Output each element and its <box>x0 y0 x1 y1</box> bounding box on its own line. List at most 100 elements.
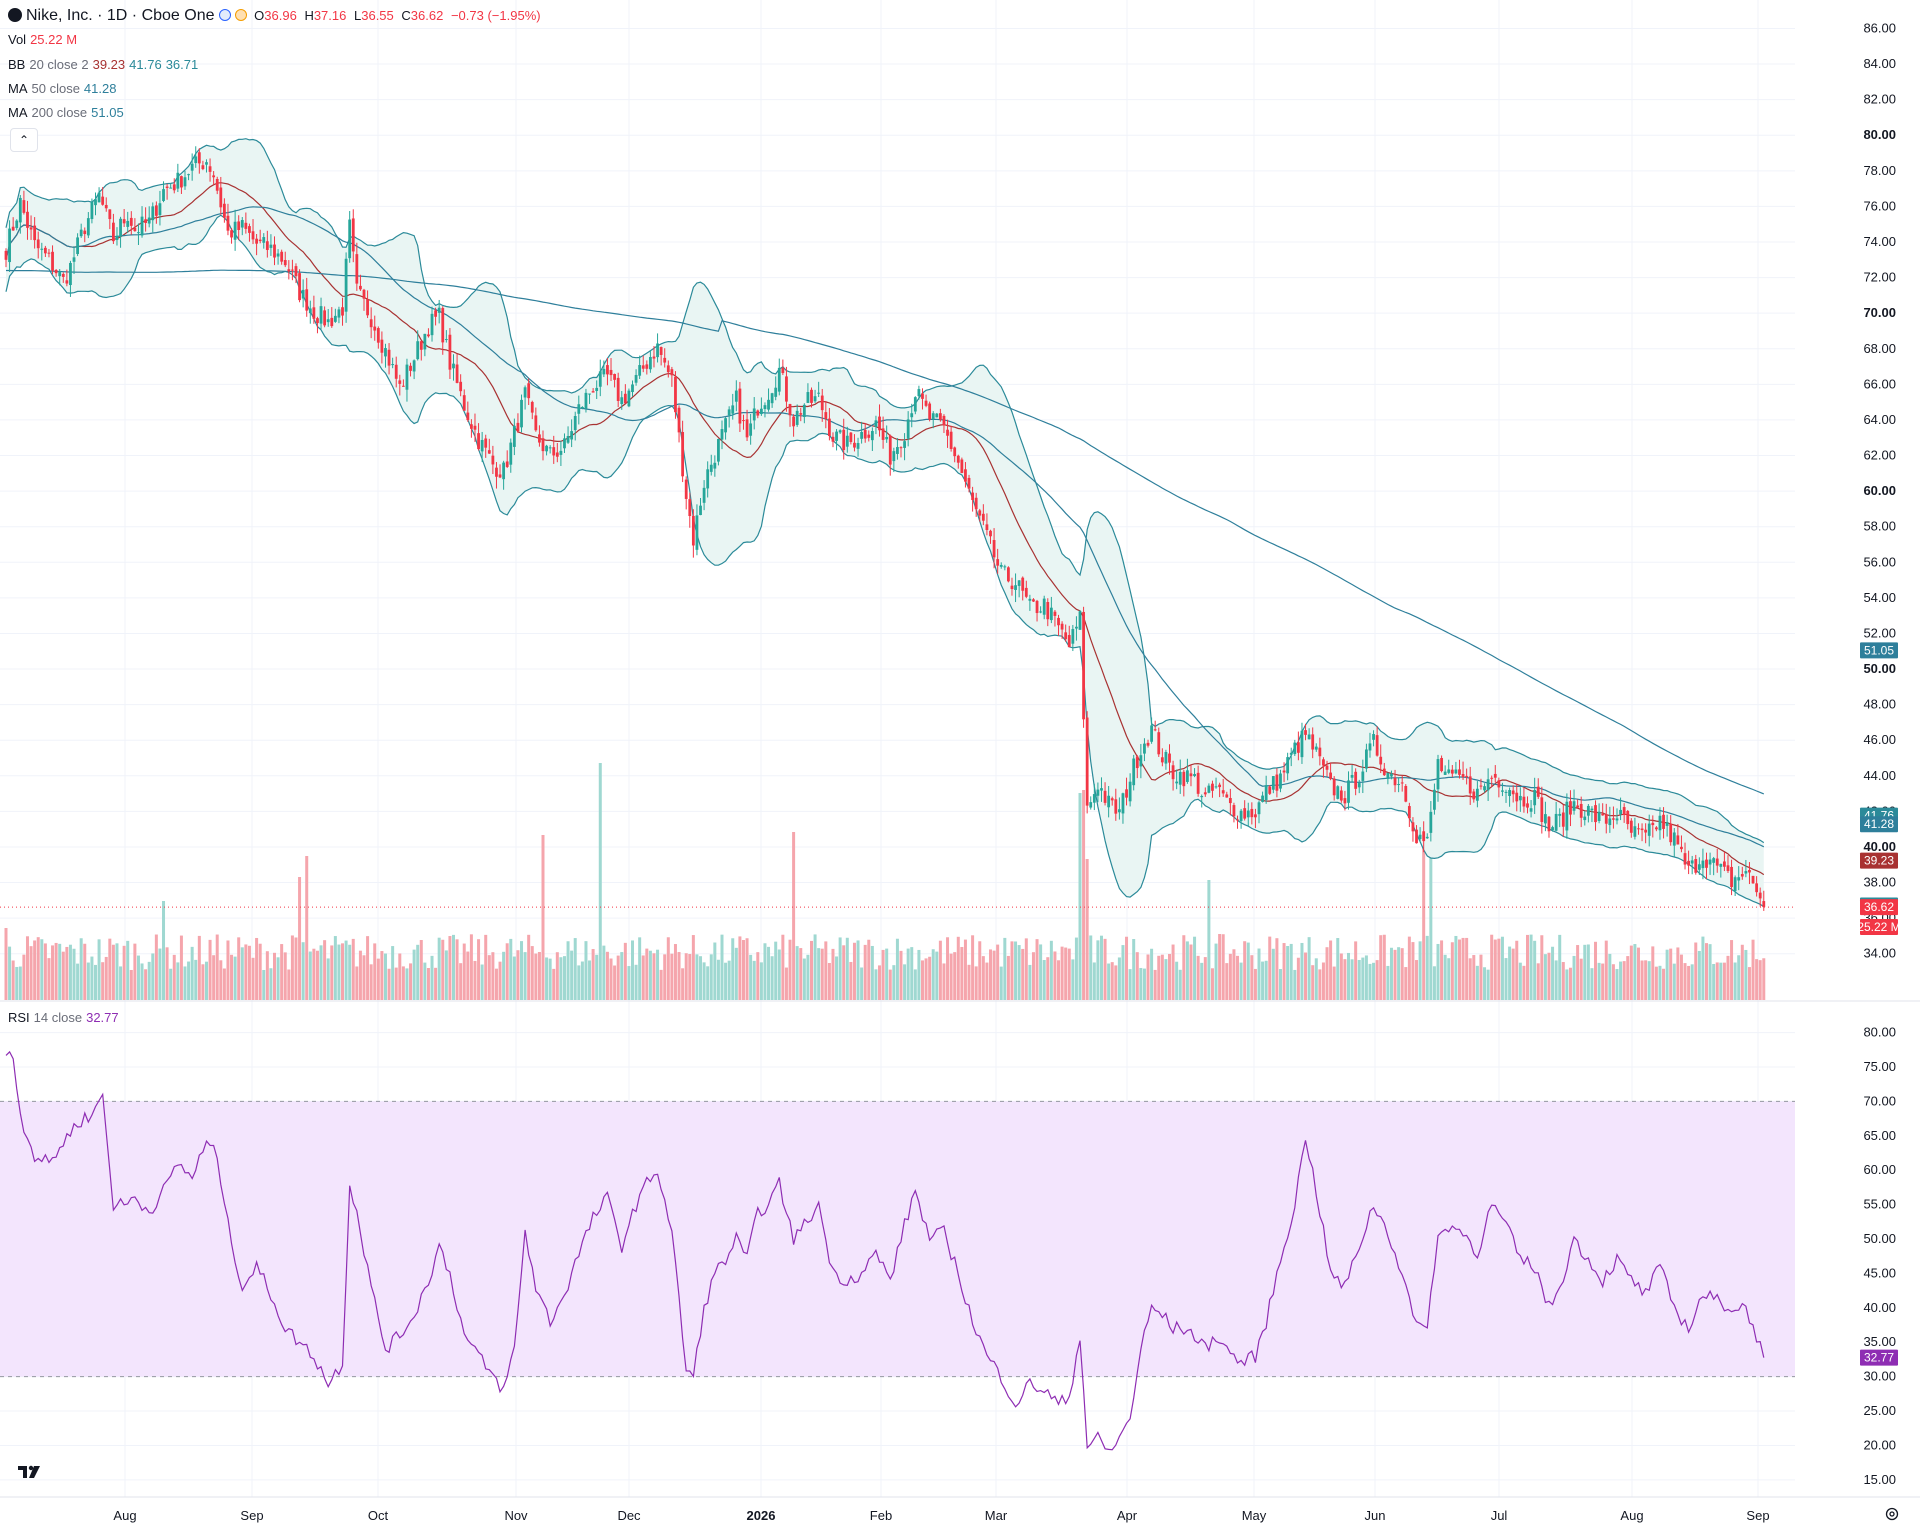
candle-body <box>742 420 745 422</box>
volume-bar <box>190 946 194 1000</box>
candle-body <box>326 319 330 323</box>
candle-body <box>1483 786 1486 791</box>
volume-bar <box>512 956 516 1000</box>
ma200-legend[interactable]: MA 200 close 51.05 <box>8 105 124 121</box>
candle-body <box>924 400 928 406</box>
candle-body <box>1712 858 1716 863</box>
volume-bar <box>1454 935 1458 1000</box>
candle-body <box>230 230 233 238</box>
candle-body <box>112 222 115 242</box>
volume-bar <box>61 951 65 1000</box>
rsi-tick-label: 45.00 <box>1863 1265 1896 1280</box>
candle-body <box>1544 814 1547 824</box>
candle-body <box>1443 771 1447 775</box>
candle-body <box>960 459 964 473</box>
volume-bar <box>58 943 62 1000</box>
volume-bar <box>688 954 692 1000</box>
candle-body <box>623 393 627 404</box>
candle-body <box>1762 901 1766 908</box>
volume-bar <box>1726 955 1730 1000</box>
rsi-tick-label: 25.00 <box>1863 1403 1896 1418</box>
volume-bar <box>1758 960 1762 1000</box>
candle-body <box>1633 826 1637 837</box>
candle-body <box>1075 626 1078 629</box>
rsi-tick-label: 30.00 <box>1863 1369 1896 1384</box>
candle-body <box>1701 860 1705 869</box>
symbol-legend[interactable]: Nike, Inc. · 1D · Cboe One O36.96 H37.16… <box>8 8 541 24</box>
candle-body <box>369 319 373 328</box>
candle-body <box>835 431 838 441</box>
candle-body <box>1200 796 1204 798</box>
volume-bar <box>86 962 90 1000</box>
vol-legend[interactable]: Vol 25.22 M <box>8 32 77 48</box>
rsi-value: 32.77 <box>86 1010 119 1025</box>
candle-body <box>1407 806 1411 819</box>
candle-body <box>1236 819 1239 821</box>
candle-body <box>197 152 201 164</box>
candle-body <box>1415 829 1418 844</box>
volume-bar <box>444 950 448 1000</box>
candle-body <box>842 429 846 451</box>
volume-bar <box>1368 963 1372 1000</box>
volume-bar <box>788 939 792 1000</box>
price-tick-label: 46.00 <box>1863 732 1896 747</box>
candle-body <box>1629 820 1633 833</box>
ma50-legend[interactable]: MA 50 close 41.28 <box>8 81 116 97</box>
volume-bar <box>663 954 667 1000</box>
volume-bar <box>1422 802 1426 1000</box>
candle-body <box>427 334 430 337</box>
candle-body <box>1042 598 1046 615</box>
volume-bar <box>1347 952 1350 1000</box>
candle-body <box>1475 788 1479 801</box>
rsi-legend[interactable]: RSI 14 close 32.77 <box>8 1010 119 1026</box>
candle-body <box>634 374 638 383</box>
candle-body <box>484 438 488 448</box>
symbol-title[interactable]: Nike, Inc. · 1D · Cboe One <box>26 7 215 24</box>
gear-icon[interactable] <box>1884 1506 1900 1522</box>
volume-bar <box>720 934 724 1000</box>
candle-body <box>305 289 309 311</box>
candle-body <box>1529 808 1533 812</box>
volume-bar <box>1082 790 1086 1000</box>
volume-bar <box>1253 968 1257 1000</box>
volume-bar <box>1429 835 1433 1000</box>
candle-body <box>1705 859 1708 868</box>
candle-body <box>788 404 792 416</box>
volume-bar <box>1343 959 1347 1000</box>
candle-body <box>1468 776 1472 794</box>
candle-body <box>1300 730 1304 758</box>
candle-body <box>222 203 226 218</box>
candle-body <box>659 347 663 355</box>
candle-body <box>480 439 484 452</box>
volume-bar <box>781 934 785 1000</box>
tradingview-logo-icon[interactable] <box>16 1462 44 1482</box>
candle-body <box>541 438 545 452</box>
price-tick-label: 48.00 <box>1863 697 1896 712</box>
volume-bar <box>1372 962 1376 1000</box>
candle-body <box>1569 801 1572 815</box>
candle-body <box>283 260 287 266</box>
volume-bar <box>1057 960 1061 1000</box>
volume-bar <box>1504 958 1508 1000</box>
volume-bar <box>1214 943 1218 1000</box>
volume-bar <box>1393 949 1397 1000</box>
candle-body <box>1733 877 1737 892</box>
candle-body <box>1135 756 1139 769</box>
volume-bar <box>1125 936 1129 1000</box>
volume-bar <box>1278 969 1282 1000</box>
candle-body <box>441 308 445 343</box>
volume-bar <box>1640 960 1644 1000</box>
volume-bar <box>1139 967 1143 1000</box>
volume-bar <box>179 935 183 1000</box>
volume-bar <box>1003 937 1007 1000</box>
candle-body <box>520 399 523 428</box>
volume-bar <box>94 964 97 1000</box>
candle-body <box>158 203 162 216</box>
bb-legend[interactable]: BB 20 close 2 39.23 41.76 36.71 <box>8 57 198 73</box>
volume-bar <box>1733 962 1737 1000</box>
candle-body <box>1440 758 1443 772</box>
candle-body <box>1243 808 1247 819</box>
collapse-legend-button[interactable]: ⌃ <box>10 128 38 152</box>
volume-bar <box>817 948 821 1000</box>
